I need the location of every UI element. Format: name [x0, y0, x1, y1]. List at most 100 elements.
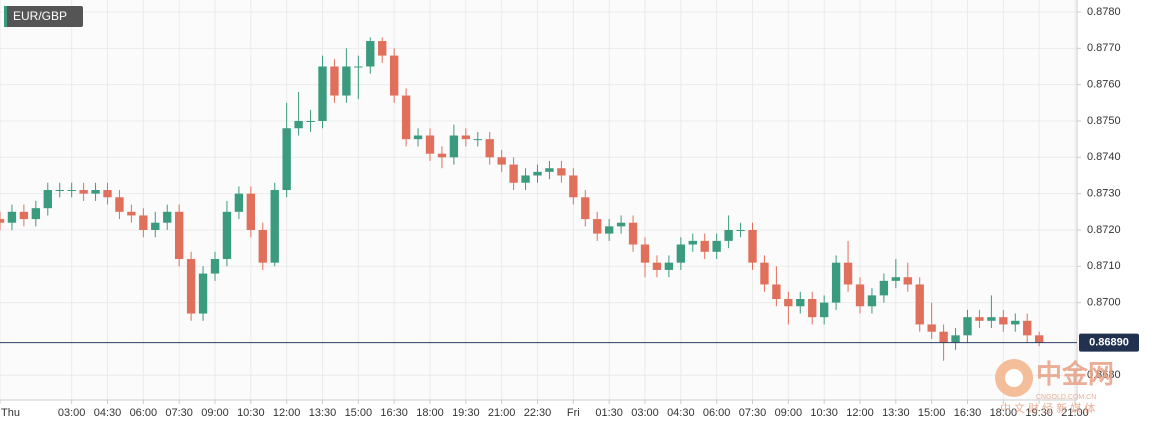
candle-body	[318, 66, 327, 121]
candle-body	[163, 211, 172, 223]
candle-body	[139, 215, 148, 230]
candle-body	[855, 284, 865, 307]
candle-body	[736, 229, 745, 231]
x-tick-label: 12:00	[273, 407, 301, 419]
candle-body	[999, 317, 1008, 325]
candle-body	[796, 299, 805, 307]
y-tick-label: 0.8780	[1087, 6, 1121, 18]
candles	[0, 37, 1044, 361]
candle-body	[401, 95, 411, 140]
watermark: 中金网 CNGOLD.COM.CN 中 文 财 经 新 媒 体	[995, 359, 1114, 415]
x-tick-label: Fri	[567, 407, 580, 419]
candle-body	[831, 262, 841, 303]
x-tick-label: 18:00	[416, 407, 444, 419]
candle-body	[437, 153, 447, 158]
watermark-logo-inner	[1005, 369, 1023, 387]
candle-body	[640, 244, 650, 263]
candle-body	[222, 211, 232, 260]
x-tick-label: 12:00	[846, 407, 874, 419]
candle-body	[700, 240, 709, 252]
y-tick-label: 0.8760	[1087, 79, 1121, 91]
candle-body	[664, 262, 674, 270]
x-tick-label: 18:00	[990, 407, 1018, 419]
x-tick-label: 15:00	[345, 407, 373, 419]
candle-body	[724, 229, 733, 241]
y-tick-label: 0.8710	[1087, 260, 1121, 272]
candle-body	[294, 120, 303, 129]
candle-body	[473, 139, 482, 141]
candle-body	[987, 317, 996, 321]
candle-body	[43, 190, 52, 209]
axis-labels: 0.8680 0.8700 0.8710 0.8720 0.8730 0.8740 0.87…	[0, 6, 1139, 419]
title-accent	[4, 6, 7, 27]
candle-body	[628, 222, 638, 245]
candle-body	[282, 128, 291, 191]
candle-body	[151, 222, 160, 230]
candle-body	[784, 299, 793, 307]
x-tick-label: 03:00	[631, 407, 659, 419]
candle-body	[0, 219, 5, 223]
symbol-badge: EUR/GBP	[4, 6, 83, 27]
candle-body	[652, 262, 662, 270]
candle-body	[975, 317, 984, 321]
x-tick-label: 22:30	[524, 407, 552, 419]
candle-body	[270, 190, 279, 263]
candle-body	[425, 135, 435, 154]
y-tick-label: 0.8770	[1087, 42, 1121, 54]
candle-body	[939, 331, 948, 343]
candle-body	[127, 211, 136, 216]
x-tick-label: 09:00	[201, 407, 229, 419]
candle-body	[103, 190, 112, 198]
candle-body	[533, 171, 542, 176]
candle-body	[521, 175, 530, 183]
candle-body	[879, 280, 889, 296]
candle-body	[31, 208, 41, 220]
candle-body	[593, 219, 602, 234]
candle-body	[891, 277, 901, 281]
candle-body	[389, 55, 399, 96]
candle-body	[449, 135, 459, 158]
candle-body	[819, 302, 829, 318]
candle-body	[843, 262, 853, 285]
candle-body	[210, 259, 220, 274]
candle-body	[174, 211, 184, 260]
x-tick-label: 15:00	[918, 407, 946, 419]
candle-body	[915, 284, 924, 325]
x-tick-label: 06:00	[130, 407, 158, 419]
candle-body	[927, 324, 936, 332]
candle-body	[760, 262, 769, 285]
candle-body	[413, 135, 423, 140]
candle-body	[91, 190, 100, 194]
x-tick-label: 04:30	[667, 407, 695, 419]
candle-body	[951, 335, 960, 343]
candle-body	[509, 164, 518, 183]
x-tick-label: 09:00	[775, 407, 803, 419]
candle-body	[569, 175, 578, 198]
candle-body	[7, 211, 17, 223]
y-tick-label: 0.8750	[1087, 115, 1121, 127]
candle-body	[246, 193, 256, 230]
x-tick-label: 16:30	[380, 407, 408, 419]
candle-body	[19, 211, 29, 220]
x-tick-label: 04:30	[94, 407, 122, 419]
candle-body	[1011, 320, 1020, 325]
x-tick-label: 13:30	[309, 407, 337, 419]
candle-body	[342, 66, 351, 96]
x-tick-label: 16:30	[954, 407, 982, 419]
x-tick-label: 06:00	[703, 407, 731, 419]
y-tick-label: 0.8730	[1087, 188, 1121, 200]
candle-body	[79, 190, 88, 194]
y-tick-label: 0.8680	[1087, 369, 1121, 381]
watermark-site: CNGOLD.COM.CN	[1036, 394, 1096, 401]
x-tick-label: 21:00	[488, 407, 516, 419]
candle-body	[581, 197, 590, 220]
candle-body	[688, 240, 697, 245]
y-tick-label: 0.8740	[1087, 151, 1121, 163]
watermark-name: 中金网	[1036, 359, 1114, 389]
candle-body	[772, 284, 781, 300]
x-tick-label: 03:00	[58, 407, 86, 419]
candle-body	[186, 259, 196, 314]
x-tick-label: 19:30	[452, 407, 480, 419]
current-price-badge	[1079, 333, 1139, 352]
candle-body	[712, 240, 721, 252]
